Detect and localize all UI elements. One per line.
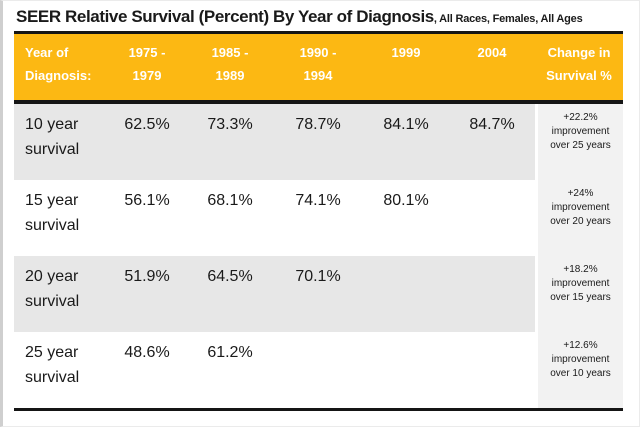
change-cell: +12.6% improvement over 10 years — [538, 332, 623, 408]
header-1985-1989: 1985 - 1989 — [187, 34, 273, 100]
value-cell: 48.6% — [124, 344, 170, 361]
value-cell: 80.1% — [383, 192, 429, 209]
value-cell: 78.7% — [295, 116, 341, 133]
value-cell — [449, 180, 535, 256]
row-label-text: 20 year survival — [25, 268, 80, 310]
change-cell: +18.2% improvement over 15 years — [538, 256, 623, 332]
header-label: 2004 — [477, 45, 507, 60]
change-text: +12.6% improvement over 10 years — [550, 340, 611, 379]
page-title: SEER Relative Survival (Percent) By Year… — [16, 7, 583, 27]
header-2004: 2004 — [449, 34, 535, 100]
row-main-cells: 25 year survival 48.6% 61.2% — [14, 332, 535, 408]
header-label: 1985 - 1989 — [211, 45, 249, 83]
value-cell: 56.1% — [124, 192, 170, 209]
header-year-of-diagnosis: Year of Diagnosis: — [14, 34, 107, 100]
row-label-text: 10 year survival — [25, 116, 80, 158]
value-cell: 64.5% — [207, 268, 253, 285]
header-1990-1994: 1990 - 1994 — [273, 34, 363, 100]
bottom-rule — [14, 408, 623, 411]
row-label: 20 year survival — [14, 256, 107, 332]
value-cell: 84.7% — [469, 116, 515, 133]
row-label-text: 25 year survival — [25, 344, 80, 386]
header-1999: 1999 — [363, 34, 449, 100]
change-cell: +22.2% improvement over 25 years — [538, 104, 623, 180]
value-cell: 74.1% — [295, 192, 341, 209]
change-text: +22.2% improvement over 25 years — [550, 112, 611, 151]
value-cell — [273, 332, 363, 408]
value-cell — [363, 332, 449, 408]
value-cell — [449, 332, 535, 408]
header-label: 1990 - 1994 — [299, 45, 337, 83]
value-cell: 84.1% — [383, 116, 429, 133]
table-header-row: Year of Diagnosis: 1975 - 1979 1985 - 19… — [14, 34, 623, 100]
value-cell — [449, 256, 535, 332]
value-cell: 73.3% — [207, 116, 253, 133]
value-cell: 51.9% — [124, 268, 170, 285]
value-cell — [363, 256, 449, 332]
table-row-15-year: 15 year survival 56.1% 68.1% 74.1% 80.1%… — [14, 180, 623, 256]
header-1975-1979: 1975 - 1979 — [107, 34, 187, 100]
row-label: 25 year survival — [14, 332, 107, 408]
value-cell: 68.1% — [207, 192, 253, 209]
top-rule — [14, 31, 623, 34]
title-suffix: , All Races, Females, All Ages — [433, 13, 583, 25]
value-cell: 70.1% — [295, 268, 341, 285]
header-label: Change in Survival % — [546, 45, 612, 83]
header-change-in-survival: Change in Survival % — [535, 34, 623, 100]
header-label: 1975 - 1979 — [128, 45, 166, 83]
row-label: 10 year survival — [14, 104, 107, 180]
value-cell: 61.2% — [207, 344, 253, 361]
row-label-text: 15 year survival — [25, 192, 80, 234]
table-row-20-year: 20 year survival 51.9% 64.5% 70.1% +18.2… — [14, 256, 623, 332]
survival-table: Year of Diagnosis: 1975 - 1979 1985 - 19… — [14, 31, 623, 411]
row-label: 15 year survival — [14, 180, 107, 256]
header-rule — [14, 100, 623, 104]
value-cell: 62.5% — [124, 116, 170, 133]
table-row-10-year: 10 year survival 62.5% 73.3% 78.7% 84.1%… — [14, 104, 623, 180]
row-main-cells: 20 year survival 51.9% 64.5% 70.1% — [14, 256, 535, 332]
change-cell: +24% improvement over 20 years — [538, 180, 623, 256]
row-main-cells: 15 year survival 56.1% 68.1% 74.1% 80.1% — [14, 180, 535, 256]
table-row-25-year: 25 year survival 48.6% 61.2% +12.6% impr… — [14, 332, 623, 408]
title-main: SEER Relative Survival (Percent) By Year… — [16, 7, 434, 26]
change-text: +24% improvement over 20 years — [550, 188, 611, 227]
header-label: 1999 — [391, 45, 421, 60]
row-main-cells: 10 year survival 62.5% 73.3% 78.7% 84.1%… — [14, 104, 535, 180]
change-text: +18.2% improvement over 15 years — [550, 264, 611, 303]
table-body: 10 year survival 62.5% 73.3% 78.7% 84.1%… — [14, 104, 623, 408]
header-label: Year of Diagnosis: — [25, 45, 92, 83]
